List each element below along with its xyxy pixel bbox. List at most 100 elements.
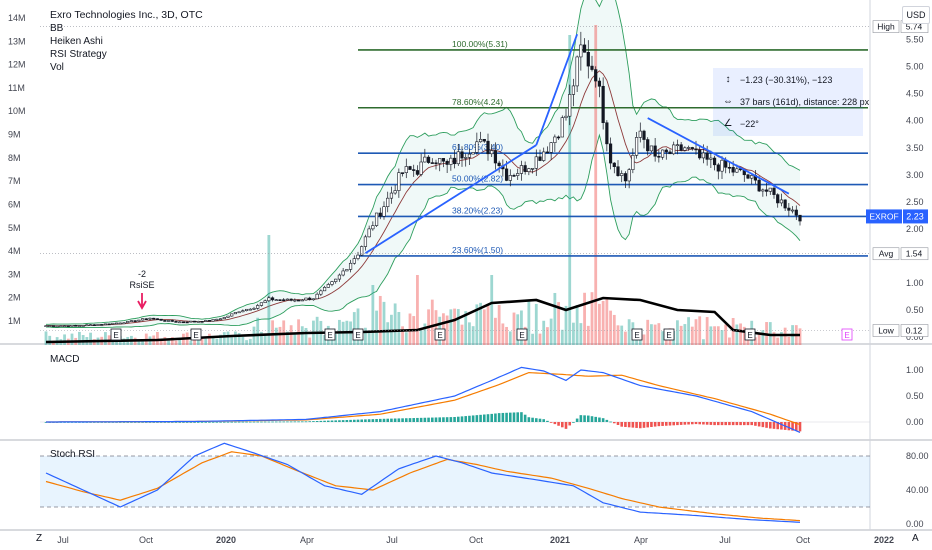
candle-body (345, 269, 349, 272)
volume-bar (471, 326, 475, 345)
candle-body (679, 144, 683, 151)
volume-bar (575, 305, 579, 345)
price-tick-label: 0.50 (906, 305, 924, 315)
stoch-d-line (45, 451, 801, 522)
stoch-rsi-pane-label[interactable]: Stoch RSI (50, 449, 96, 460)
candle-body (434, 162, 438, 165)
candle-body (337, 274, 342, 280)
macd-histogram-bar (668, 422, 672, 426)
macd-histogram-bar (694, 422, 698, 425)
macd-histogram-bar (720, 422, 724, 426)
legend-indicator-bb[interactable]: BB (50, 23, 64, 34)
earnings-marker-label: E (355, 331, 360, 340)
volume-bar (163, 336, 167, 345)
candle-body (334, 278, 338, 282)
volume-bar (382, 301, 386, 345)
volume-bar (330, 334, 334, 345)
macd-histogram-bar (598, 417, 601, 422)
candle-body (181, 321, 186, 324)
candle-body (527, 168, 531, 172)
candle-body (256, 305, 260, 309)
candle-body (798, 214, 802, 222)
volume-bar (252, 326, 256, 345)
macd-histogram-bar (624, 422, 627, 427)
volume-bar (739, 323, 742, 345)
candle-body (690, 147, 694, 150)
candle-body (244, 308, 249, 311)
volume-bar (144, 333, 148, 345)
volume-bar (245, 340, 248, 345)
last-price-label: 2.23 (906, 211, 924, 221)
volume-bar (78, 331, 81, 345)
volume-bar (300, 326, 304, 345)
candle-body (653, 145, 657, 157)
candle-body (571, 85, 576, 95)
macd-histogram-bar (635, 422, 638, 428)
symbol-badge-label: EXROF (869, 211, 898, 221)
price-level-badge (872, 247, 900, 261)
macd-tick-label: 0.50 (906, 391, 924, 401)
macd-histogram-bar (167, 422, 170, 423)
angle-icon: ∠ (723, 118, 733, 129)
volume-bar (631, 322, 635, 345)
macd-histogram-bar (371, 419, 375, 422)
volume-bar (464, 311, 468, 345)
candle-body (233, 312, 238, 315)
macd-histogram-bar (765, 422, 768, 428)
candle-body (367, 228, 371, 238)
candle-body (675, 144, 680, 147)
macd-histogram-bar (568, 422, 572, 426)
volume-moving-average (45, 296, 800, 344)
earnings-marker-label: E (327, 331, 332, 340)
volume-bar (282, 320, 286, 345)
volume-bar (523, 326, 527, 345)
time-axis-label: Jul (386, 535, 398, 545)
measure-change: −1.23 (−30.31%), −123 (740, 74, 833, 85)
macd-histogram-bar (716, 422, 720, 426)
volume-bar (256, 317, 260, 345)
candle-body (148, 317, 152, 320)
volume-bar (512, 312, 516, 345)
volume-bar (694, 319, 698, 345)
volume-bar (364, 327, 367, 345)
price-level-name: High (877, 22, 895, 32)
candle-body (88, 324, 93, 326)
volume-bar (698, 316, 702, 345)
measure-tool-box[interactable]: ↕ −1.23 (−30.31%), −123 ⇔ 37 bars (161d)… (713, 68, 869, 136)
macd-histogram-bar (798, 422, 802, 432)
macd-histogram-bar (104, 422, 107, 423)
candle-body (556, 136, 561, 139)
volume-bar (438, 316, 442, 345)
legend-title[interactable]: Exro Technologies Inc., 3D, OTC (50, 9, 203, 21)
currency-label[interactable]: USD (902, 6, 930, 24)
candle-body (59, 325, 63, 327)
earnings-marker-label: E (193, 331, 198, 340)
macd-histogram-bar (445, 417, 449, 422)
bollinger-lower (45, 133, 801, 329)
candle-body (664, 149, 668, 153)
legend-indicator-vol[interactable]: Vol (50, 62, 64, 73)
candle-body (657, 155, 661, 158)
legend-indicator-rsi-strategy[interactable]: RSI Strategy (50, 49, 107, 60)
macd-histogram-bar (590, 416, 594, 422)
candle-body (649, 145, 654, 152)
zoom-toggle-left[interactable]: Z (36, 533, 43, 544)
macd-histogram-bar (356, 419, 360, 422)
candle-body (568, 94, 572, 117)
macd-histogram-bar (780, 422, 783, 430)
volume-bar (661, 331, 664, 345)
volume-bar (787, 336, 791, 345)
candle-body (590, 65, 594, 70)
macd-pane-label[interactable]: MACD (50, 354, 80, 365)
volume-bar (263, 334, 267, 345)
macd-histogram-bar (196, 421, 200, 423)
volume-bar (572, 322, 575, 345)
auto-scale-toggle[interactable]: A (912, 533, 919, 544)
volume-tick-label: 12M (8, 60, 26, 70)
legend-indicator-heiken-ashi[interactable]: Heiken Ashi (50, 36, 103, 47)
volume-bar (516, 314, 520, 345)
earnings-marker-label: E (519, 331, 524, 340)
volume-bar (89, 332, 92, 345)
volume-bar (783, 327, 787, 345)
volume-bar (497, 305, 501, 345)
